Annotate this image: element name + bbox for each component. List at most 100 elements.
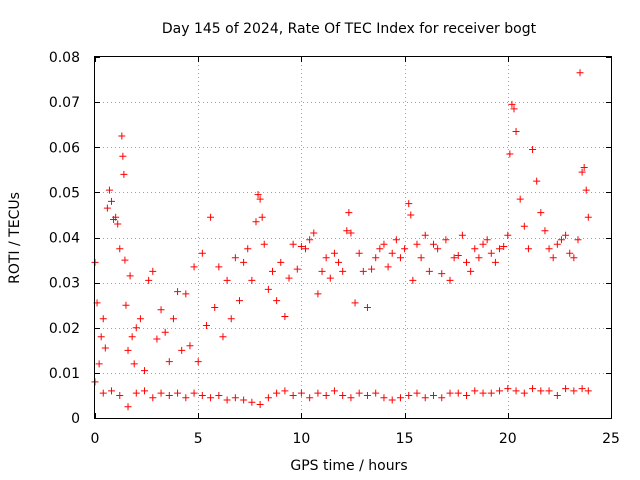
- data-point: [95, 360, 103, 368]
- y-tick-label: 0.05: [49, 185, 80, 201]
- data-point: [401, 245, 409, 253]
- data-point: [120, 170, 128, 178]
- data-point: [380, 240, 388, 248]
- data-point: [157, 389, 165, 397]
- data-point: [231, 254, 239, 262]
- data-point: [339, 391, 347, 399]
- data-point: [351, 299, 359, 307]
- data-point: [345, 209, 353, 217]
- data-point: [124, 346, 132, 354]
- data-point: [580, 164, 588, 172]
- data-point: [512, 127, 520, 135]
- data-point: [516, 195, 524, 203]
- data-point: [174, 288, 182, 296]
- data-point: [458, 231, 466, 239]
- data-point: [372, 389, 380, 397]
- x-tick-labels: 0 5 10 15 20 25: [91, 431, 620, 447]
- data-point: [578, 385, 586, 393]
- data-point: [293, 265, 301, 273]
- data-point: [157, 306, 165, 314]
- data-point: [260, 240, 268, 248]
- data-point: [471, 245, 479, 253]
- data-point: [252, 218, 260, 226]
- data-point: [347, 229, 355, 237]
- data-point: [207, 213, 215, 221]
- data-point: [425, 267, 433, 275]
- x-tick-label: 25: [602, 431, 620, 447]
- data-point: [413, 389, 421, 397]
- data-point: [537, 387, 545, 395]
- data-point: [475, 254, 483, 262]
- data-point: [178, 346, 186, 354]
- data-point: [121, 256, 129, 264]
- data-point: [388, 249, 396, 257]
- data-point: [529, 385, 537, 393]
- data-point: [306, 236, 314, 244]
- data-point: [496, 387, 504, 395]
- data-point: [524, 245, 532, 253]
- data-point: [413, 240, 421, 248]
- data-point: [500, 243, 508, 251]
- data-point: [355, 389, 363, 397]
- data-point: [141, 367, 149, 375]
- data-point: [314, 290, 322, 298]
- data-point: [491, 258, 499, 266]
- data-point: [219, 333, 227, 341]
- data-point: [112, 213, 120, 221]
- data-point: [223, 276, 231, 284]
- data-point: [235, 297, 243, 305]
- data-point: [165, 391, 173, 399]
- data-point: [407, 211, 415, 219]
- data-point: [429, 391, 437, 399]
- data-point: [343, 227, 351, 235]
- data-point: [322, 391, 330, 399]
- data-point: [240, 258, 248, 266]
- data-point: [99, 389, 107, 397]
- data-point: [306, 394, 314, 402]
- data-point: [330, 249, 338, 257]
- data-point: [186, 342, 194, 350]
- y-tick-label: 0.01: [49, 366, 80, 382]
- data-point: [409, 276, 417, 284]
- data-point: [248, 276, 256, 284]
- data-point: [254, 191, 262, 199]
- x-axis-label: GPS time / hours: [290, 458, 407, 474]
- data-point: [520, 389, 528, 397]
- data-point: [269, 267, 277, 275]
- data-point: [520, 222, 528, 230]
- data-point: [506, 150, 514, 158]
- data-point: [116, 391, 124, 399]
- data-point: [99, 315, 107, 323]
- data-point: [194, 358, 202, 366]
- data-point: [211, 303, 219, 311]
- data-point: [190, 389, 198, 397]
- data-point: [376, 245, 384, 253]
- data-point: [223, 396, 231, 404]
- data-point: [314, 389, 322, 397]
- data-point: [116, 245, 124, 253]
- data-point: [326, 274, 334, 282]
- data-point: [363, 303, 371, 311]
- data-point: [161, 328, 169, 336]
- data-point: [582, 186, 590, 194]
- x-tick-label: 0: [91, 431, 100, 447]
- plot-frame: [94, 56, 612, 419]
- data-point: [396, 254, 404, 262]
- data-point: [297, 243, 305, 251]
- data-point: [388, 396, 396, 404]
- data-point: [273, 297, 281, 305]
- data-point: [105, 186, 113, 194]
- data-point: [248, 398, 256, 406]
- data-point: [130, 360, 138, 368]
- data-point: [450, 254, 458, 262]
- chart-title: Day 145 of 2024, Rate Of TEC Index for r…: [162, 21, 537, 37]
- data-point: [446, 276, 454, 284]
- data-point: [421, 231, 429, 239]
- data-point: [537, 209, 545, 217]
- data-point: [570, 254, 578, 262]
- data-point: [256, 195, 264, 203]
- data-point: [310, 229, 318, 237]
- data-point: [281, 387, 289, 395]
- data-point: [429, 240, 437, 248]
- data-point: [545, 245, 553, 253]
